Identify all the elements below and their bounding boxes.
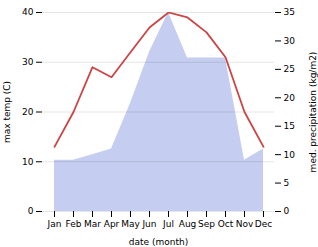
svg-text:date (month): date (month)	[129, 237, 188, 247]
svg-text:40: 40	[22, 7, 34, 17]
svg-text:Mar: Mar	[84, 219, 101, 229]
svg-text:Jul: Jul	[162, 219, 174, 229]
svg-text:Dec: Dec	[255, 219, 272, 229]
svg-text:0: 0	[28, 206, 34, 216]
svg-text:Sep: Sep	[198, 219, 215, 229]
svg-text:0: 0	[284, 206, 290, 216]
svg-text:20: 20	[284, 93, 296, 103]
svg-text:30: 30	[22, 57, 34, 67]
svg-text:10: 10	[22, 157, 34, 167]
svg-text:Nov: Nov	[236, 219, 254, 229]
svg-text:5: 5	[284, 178, 290, 188]
svg-text:35: 35	[284, 7, 295, 17]
svg-text:May: May	[121, 219, 140, 229]
svg-text:Oct: Oct	[218, 219, 234, 229]
svg-text:Aug: Aug	[179, 219, 197, 229]
svg-text:Feb: Feb	[66, 219, 82, 229]
svg-text:30: 30	[284, 36, 296, 46]
svg-text:20: 20	[22, 107, 34, 117]
svg-text:15: 15	[284, 121, 295, 131]
svg-text:max temp (C): max temp (C)	[2, 81, 12, 143]
svg-text:Apr: Apr	[104, 219, 120, 229]
svg-text:Jun: Jun	[141, 219, 156, 229]
svg-text:10: 10	[284, 150, 296, 160]
svg-text:25: 25	[284, 64, 295, 74]
svg-text:Jan: Jan	[47, 219, 62, 229]
svg-text:med. precipitation (kg/m2): med. precipitation (kg/m2)	[308, 52, 318, 173]
